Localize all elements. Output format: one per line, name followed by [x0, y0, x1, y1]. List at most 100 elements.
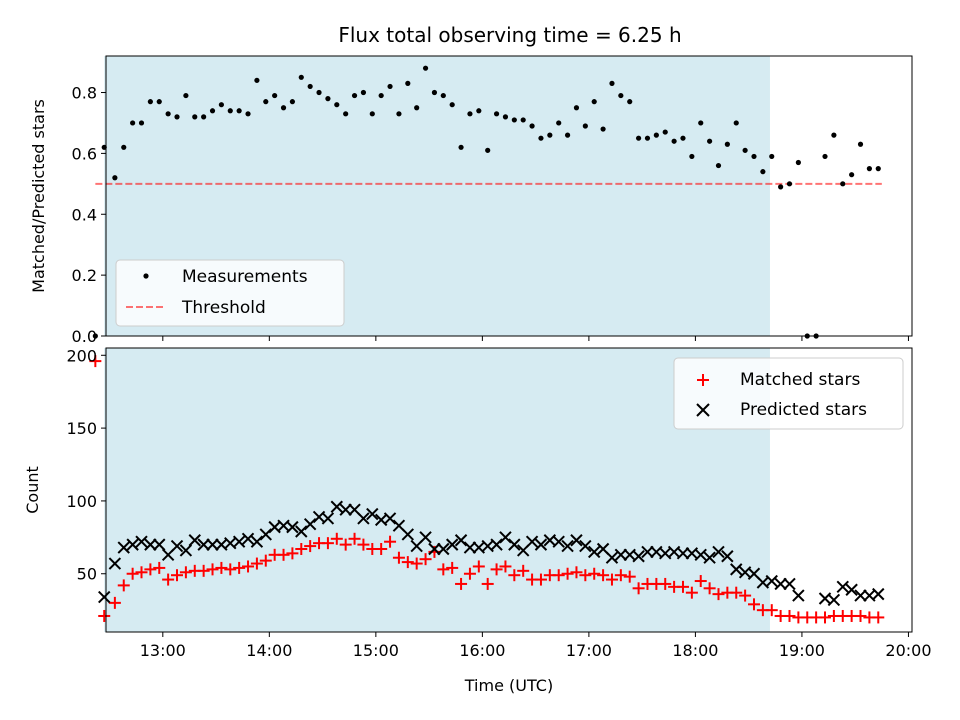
measurement-point [857, 141, 864, 147]
legend-threshold-label: Threshold [181, 298, 266, 318]
matched-star-point [144, 563, 157, 576]
matched-star-point [339, 538, 352, 551]
measurement-point [653, 132, 659, 138]
bottom-x-tick-label: 16:00 [459, 641, 505, 660]
measurement-point [627, 99, 633, 105]
matched-star-point [499, 560, 512, 573]
top-legend-box [115, 259, 345, 327]
measurement-point [547, 132, 553, 138]
measurement-point [715, 162, 722, 169]
predicted-star-point [827, 593, 841, 607]
top-y-tick-label: 0.6 [72, 144, 97, 163]
predicted-star-point [295, 525, 308, 538]
predicted-star-point [463, 541, 477, 554]
predicted-star-point [126, 538, 139, 551]
matched-star-point [304, 540, 317, 553]
predicted-star-point [366, 507, 379, 521]
measurement-point [414, 105, 420, 111]
measurement-point [325, 96, 331, 102]
measurement-point [476, 108, 482, 114]
bottom-y-tick-label: 100 [66, 492, 97, 511]
bottom-x-tick-label: 14:00 [246, 641, 292, 660]
predicted-star-point [525, 535, 539, 548]
legend-measurements-label: Measurements [182, 267, 308, 287]
predicted-star-point [694, 548, 707, 562]
matched-star-point [676, 580, 689, 593]
measurement-point [92, 333, 98, 339]
measurement-point [458, 144, 464, 150]
bottom-axes-frame [105, 347, 913, 633]
matched-star-point [623, 570, 636, 583]
measurement-point [298, 74, 304, 80]
bottom-legend: Matched stars Predicted stars [673, 357, 904, 430]
predicted-star-point [872, 587, 885, 601]
matched-star-point [508, 569, 521, 582]
matched-star-point [179, 566, 192, 579]
measurement-point [307, 83, 313, 90]
predicted-star-point [339, 503, 352, 516]
bottom-y-tick-label: 200 [66, 346, 97, 365]
bottom-y-ticks: 50 100 150 200 [66, 346, 106, 584]
predicted-star-point [437, 542, 450, 556]
measurement-point [289, 99, 296, 105]
measurement-point [618, 92, 624, 99]
predicted-star-point [330, 500, 344, 513]
bottom-x-tick-label: 20:00 [885, 641, 931, 660]
legend-matched-label: Matched stars [740, 370, 860, 390]
matched-star-point [250, 557, 263, 570]
matched-star-point [206, 563, 219, 576]
matched-star-point [98, 609, 111, 622]
measurement-point [831, 132, 837, 138]
measurement-point [165, 111, 171, 117]
matched-star-point [597, 569, 610, 582]
predicted-star-point [144, 538, 157, 551]
top-y-tick-label: 0.4 [72, 205, 97, 224]
predicted-star-point [783, 577, 796, 591]
measurement-point [431, 89, 438, 96]
matched-star-point [259, 554, 272, 567]
predicted-star-point [561, 539, 574, 553]
top-axes-frame [105, 55, 913, 337]
measurement-point [751, 153, 757, 160]
bottom-x-tick-label: 17:00 [566, 641, 612, 660]
measurement-point [174, 114, 180, 120]
matched-star-point [321, 537, 334, 550]
measurement-point [556, 120, 562, 126]
measurement-point [600, 126, 606, 132]
matched-star-point [410, 557, 423, 570]
measurement-point [183, 92, 189, 99]
measurement-point [742, 147, 748, 153]
measurement-point [387, 83, 393, 90]
matched-star-point [588, 567, 601, 580]
measurement-point [573, 105, 580, 111]
measurement-point [378, 92, 384, 99]
bottom-y-axis-label: Count [23, 466, 42, 514]
matched-star-point [384, 535, 397, 548]
predicted-star-point [428, 542, 441, 556]
predicted-star-point [117, 541, 130, 554]
measurement-point [538, 135, 544, 141]
predicted-star-point [588, 545, 601, 559]
matched-star-point [357, 538, 370, 551]
top-y-axis-label: Matched/Predicted stars [29, 99, 48, 293]
bottom-y-tick-label: 50 [77, 565, 97, 584]
predicted-star-point [765, 574, 778, 588]
predicted-star-point [98, 590, 111, 604]
matched-star-point [632, 582, 645, 595]
legend-predicted-marker [696, 403, 710, 417]
measurement-point [875, 166, 881, 172]
measurement-point [760, 169, 766, 175]
measurement-point [209, 108, 216, 114]
matched-star-point [561, 567, 574, 580]
matched-star-point [765, 604, 778, 617]
predicted-star-point [401, 528, 415, 541]
matched-star-point [330, 532, 343, 545]
matched-star-point [348, 532, 361, 545]
measurement-point [112, 175, 118, 181]
matched-star-point [375, 542, 388, 555]
predicted-star-point [730, 563, 743, 576]
predicted-star-point [774, 577, 787, 591]
matched-star-point [694, 575, 707, 588]
bottom-x-axis-label: Time (UTC) [464, 676, 553, 695]
